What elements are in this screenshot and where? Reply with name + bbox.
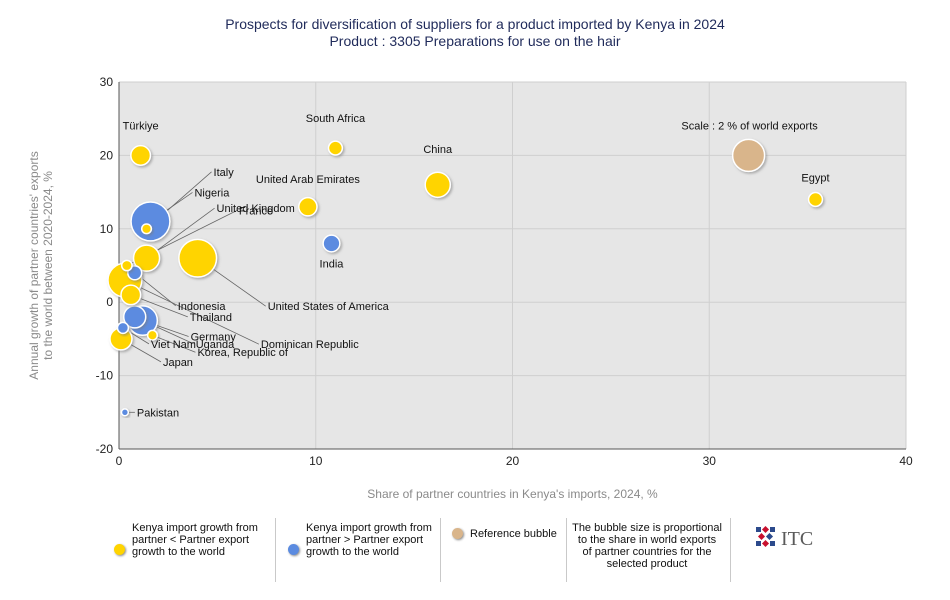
legend-blue-bubble-icon bbox=[288, 544, 299, 555]
point-label: United Arab Emirates bbox=[256, 174, 360, 186]
chart-title-line1: Prospects for diversification of supplie… bbox=[225, 16, 725, 32]
bubble: Nigeria bbox=[130, 201, 171, 242]
bubble: Viet Nam bbox=[116, 321, 130, 335]
bubble: Pakistan bbox=[120, 408, 130, 417]
x-tick-label: 30 bbox=[703, 454, 717, 468]
y-tick-label: -20 bbox=[96, 442, 114, 456]
bubble: China bbox=[424, 171, 452, 199]
bubble: Italy bbox=[140, 223, 153, 235]
y-axis-title: Annual growth of partner countries' expo… bbox=[27, 151, 55, 379]
y-tick-label: 30 bbox=[100, 75, 114, 89]
point-label: Pakistan bbox=[137, 407, 179, 419]
point-label: Dominican Republic bbox=[261, 339, 359, 351]
point-label: United States of America bbox=[268, 301, 390, 313]
x-tick-label: 10 bbox=[309, 454, 323, 468]
legend-divider bbox=[730, 518, 731, 582]
point-label: France bbox=[239, 206, 273, 218]
legend-item-reference-label: Reference bubble bbox=[470, 528, 557, 540]
itc-logo: ITC bbox=[753, 524, 823, 554]
reference-bubble-label: Scale : 2 % of world exports bbox=[681, 120, 818, 132]
bubble: France bbox=[120, 259, 133, 272]
point-label: India bbox=[320, 258, 345, 270]
point-label: Nigeria bbox=[194, 187, 230, 199]
point-label: Japan bbox=[163, 357, 193, 369]
y-tick-label: 10 bbox=[100, 222, 114, 236]
bubble: United States of America bbox=[178, 238, 218, 278]
leader-line bbox=[152, 334, 196, 353]
chart-subtitle: Product : 3305 Preparations for use on t… bbox=[329, 33, 621, 49]
legend-reference-bubble-icon bbox=[452, 528, 463, 539]
x-axis-title: Share of partner countries in Kenya's im… bbox=[367, 487, 658, 501]
bubble: Korea, Republic of bbox=[146, 329, 159, 341]
legend: Kenya import growth from partner < Partn… bbox=[110, 518, 830, 584]
itc-logo-icon bbox=[756, 525, 775, 548]
bubble: South Africa bbox=[327, 140, 344, 156]
point-label: South Africa bbox=[306, 113, 366, 125]
point-label: Egypt bbox=[801, 172, 829, 184]
bubble-size-note: The bubble size is proportional to the s… bbox=[572, 522, 722, 570]
bubble: United Kingdom bbox=[132, 244, 161, 272]
y-tick-label: 20 bbox=[100, 148, 114, 162]
legend-item-above-label: Kenya import growth from partner > Partn… bbox=[306, 522, 432, 558]
x-tick-label: 40 bbox=[899, 454, 913, 468]
point-label: Korea, Republic of bbox=[197, 347, 288, 359]
bubble: India bbox=[322, 234, 341, 253]
point-label: Thailand bbox=[190, 312, 232, 324]
point-label: Italy bbox=[214, 167, 235, 179]
legend-divider bbox=[566, 518, 567, 582]
x-tick-label: 0 bbox=[116, 454, 123, 468]
point-label: Germany bbox=[191, 332, 237, 344]
legend-yellow-bubble-icon bbox=[114, 544, 125, 555]
reference-bubble bbox=[731, 138, 766, 173]
bubble: Uganda bbox=[122, 305, 147, 329]
bubble: Egypt bbox=[807, 191, 824, 208]
point-label: Uganda bbox=[196, 339, 235, 351]
bubble: Thailand bbox=[120, 284, 142, 306]
legend-divider bbox=[275, 518, 276, 582]
x-tick-label: 20 bbox=[506, 454, 520, 468]
point-label: Türkiye bbox=[123, 120, 159, 132]
y-tick-label: 0 bbox=[106, 295, 113, 309]
leader-line bbox=[124, 279, 260, 345]
point-label: China bbox=[423, 144, 453, 156]
itc-logo-text: ITC bbox=[781, 528, 814, 550]
chart-title: Prospects for diversification of supplie… bbox=[0, 16, 950, 50]
point-label: United Kingdom bbox=[217, 203, 295, 215]
y-tick-label: -10 bbox=[96, 369, 114, 383]
point-labels: Türkiye South Africa China Egypt United Arab… bbox=[123, 113, 830, 419]
bubble: United Arab Emirates bbox=[298, 196, 318, 217]
legend-divider bbox=[440, 518, 441, 582]
grid-lines bbox=[118, 81, 907, 450]
point-label: Indonesia bbox=[178, 301, 227, 313]
point-label: Viet Nam bbox=[151, 339, 196, 351]
legend-item-below-label: Kenya import growth from partner < Partn… bbox=[132, 522, 258, 558]
bubble: Türkiye bbox=[130, 144, 152, 166]
